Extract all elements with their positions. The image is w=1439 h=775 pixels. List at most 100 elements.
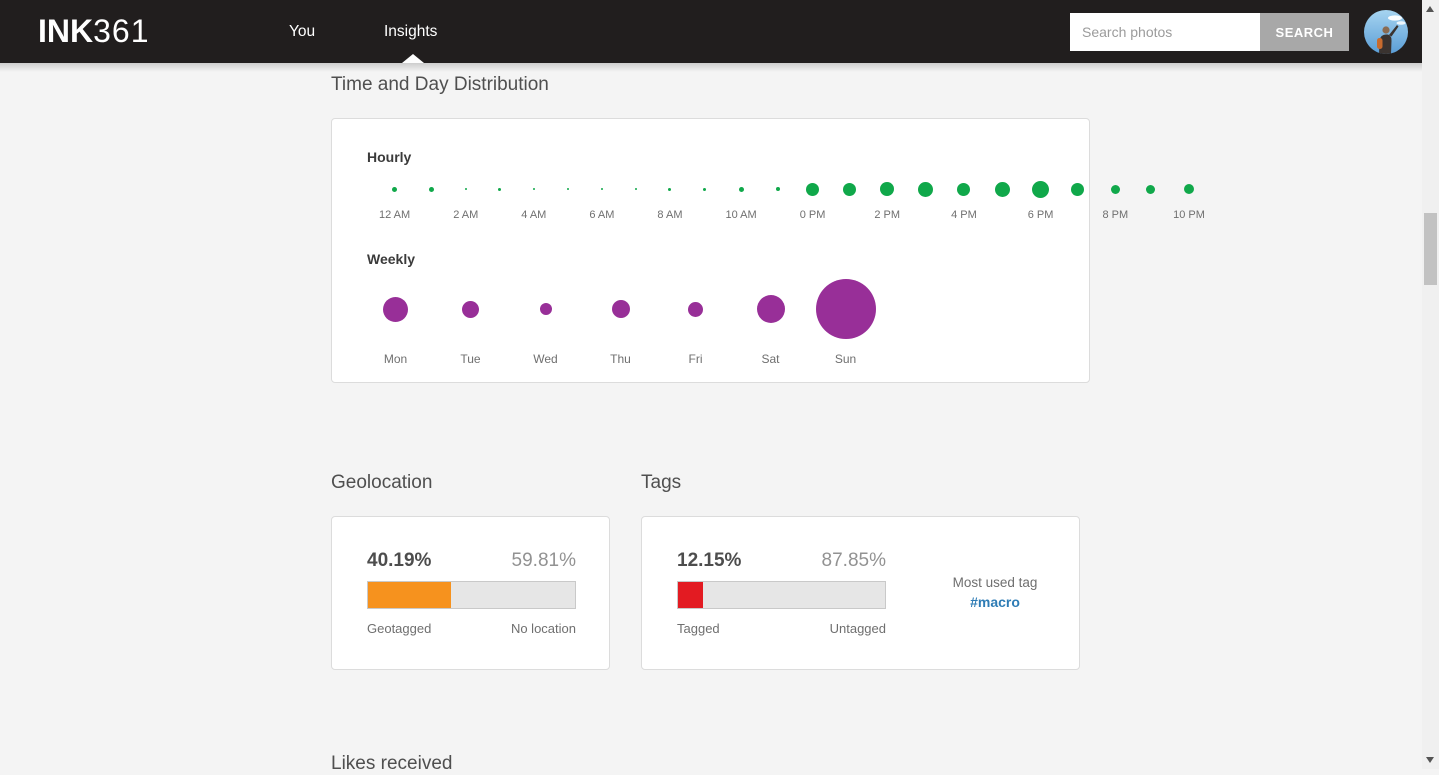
hour-tick-label: 6 AM <box>589 209 615 221</box>
nav-tab-insights[interactable]: Insights <box>384 23 438 40</box>
hourly-bubble <box>1110 184 1120 194</box>
geotagged-label: Geotagged <box>367 621 432 636</box>
hourly-bubble <box>843 182 857 196</box>
top-navbar: INK361 You Insights SEARCH <box>0 0 1422 63</box>
hour-column: 2 PM <box>874 179 900 222</box>
hour-column <box>564 179 571 222</box>
hour-column <box>843 179 857 222</box>
tags-section-title: Tags <box>641 472 682 493</box>
hour-tick-label: 2 AM <box>453 209 479 221</box>
weekday-tick-label: Wed <box>533 352 558 366</box>
weekday-column: Tue <box>433 279 508 366</box>
hourly-bubble <box>566 188 569 190</box>
tags-progress-bar <box>677 581 886 609</box>
no-location-percent: 59.81% <box>511 550 576 571</box>
hour-tick-label: 10 PM <box>1173 209 1205 221</box>
hourly-bubble <box>634 188 637 190</box>
hourly-bubble <box>776 187 781 191</box>
hourly-bubble <box>806 182 820 196</box>
weekly-bubble-row: Mon Tue Wed Thu Fri Sat Sun <box>358 279 883 366</box>
tagged-label: Tagged <box>677 621 720 636</box>
nav-tab-you[interactable]: You <box>289 23 316 40</box>
weekday-column: Fri <box>658 279 733 366</box>
hour-column <box>701 179 708 222</box>
hourly-chart-label: Hourly <box>367 149 412 165</box>
weekly-bubble <box>815 279 876 339</box>
weekday-column: Sat <box>733 279 808 366</box>
weekly-bubble <box>462 300 479 318</box>
weekday-tick-label: Tue <box>460 352 481 366</box>
hourly-bubble <box>392 186 398 192</box>
hour-column <box>775 179 782 222</box>
scroll-up-icon <box>1426 6 1434 12</box>
geolocation-section-title: Geolocation <box>331 472 433 493</box>
avatar-image <box>1364 10 1408 54</box>
scroll-up-button[interactable] <box>1422 0 1439 16</box>
hour-column: 2 AM <box>453 179 478 222</box>
weekly-bubble <box>383 296 408 322</box>
weekday-column: Sun <box>808 279 883 366</box>
hour-column <box>428 179 435 222</box>
active-tab-caret <box>402 54 424 63</box>
hourly-bubble <box>429 186 435 192</box>
weekly-bubble <box>611 300 630 318</box>
most-used-tag-label: Most used tag <box>952 575 1038 590</box>
weekday-tick-label: Fri <box>688 352 703 366</box>
tagged-percent: 12.15% <box>677 550 742 571</box>
hour-tick-label: 2 PM <box>874 209 901 221</box>
hour-column: 0 PM <box>799 179 826 222</box>
hour-tick-label: 12 AM <box>379 209 411 221</box>
hourly-bubble <box>464 188 467 190</box>
hour-tick-label: 0 PM <box>799 209 826 221</box>
hour-column <box>918 179 934 222</box>
hourly-bubble <box>1184 184 1195 194</box>
hourly-bubble <box>532 188 535 190</box>
untagged-percent: 87.85% <box>821 550 886 571</box>
time-day-section-title: Time and Day Distribution <box>331 74 549 95</box>
weekday-column: Mon <box>358 279 433 366</box>
search-input[interactable] <box>1070 13 1260 51</box>
geolocation-progress-bar <box>367 581 576 609</box>
vertical-scrollbar[interactable] <box>1422 0 1439 769</box>
hour-column: 8 AM <box>657 179 683 222</box>
hour-column <box>496 179 503 222</box>
search-button[interactable]: SEARCH <box>1260 13 1349 51</box>
weekday-column: Thu <box>583 279 658 366</box>
navbar-shadow <box>0 63 1422 72</box>
hour-column <box>1146 179 1156 222</box>
no-location-label: No location <box>510 621 576 636</box>
hour-column <box>632 179 639 222</box>
hour-tick-label: 4 AM <box>521 209 547 221</box>
hour-column: 4 AM <box>521 179 546 222</box>
geotagged-bar-fill <box>368 582 452 608</box>
user-avatar[interactable] <box>1364 10 1408 54</box>
ink361-logo[interactable]: INK361 <box>38 11 150 51</box>
hourly-bubble <box>994 181 1010 197</box>
likes-section-title: Likes received <box>331 753 453 774</box>
weekday-tick-label: Sat <box>761 352 780 366</box>
hourly-bubble <box>1071 182 1085 196</box>
hourly-bubble <box>957 182 971 196</box>
hour-column <box>1223 179 1230 222</box>
scrollbar-thumb[interactable] <box>1424 213 1437 285</box>
hour-tick-label: 4 PM <box>951 209 977 221</box>
hourly-bubble <box>880 182 895 196</box>
untagged-label: Untagged <box>829 621 886 636</box>
weekday-tick-label: Sun <box>834 352 857 366</box>
geolocation-card: 40.19% 59.81% Geotagged No location <box>331 516 610 670</box>
hourly-bubble <box>668 187 672 191</box>
hour-column <box>994 179 1010 222</box>
hourly-bubble <box>918 181 934 197</box>
hourly-bubble <box>1146 184 1156 194</box>
weekday-tick-label: Mon <box>383 352 408 366</box>
weekly-bubble <box>688 301 703 317</box>
tags-card: 12.15% 87.85% Tagged Untagged Most used … <box>641 516 1080 670</box>
hour-column: 10 PM <box>1173 179 1205 222</box>
hourly-bubble <box>738 186 744 192</box>
hourly-bubble <box>702 187 706 191</box>
hour-column <box>1071 179 1085 222</box>
hour-tick-label: 10 AM <box>725 209 757 221</box>
most-used-tag-link[interactable]: #macro <box>970 594 1020 610</box>
scroll-down-button[interactable] <box>1422 753 1439 769</box>
hour-tick-label: 8 AM <box>657 209 683 221</box>
